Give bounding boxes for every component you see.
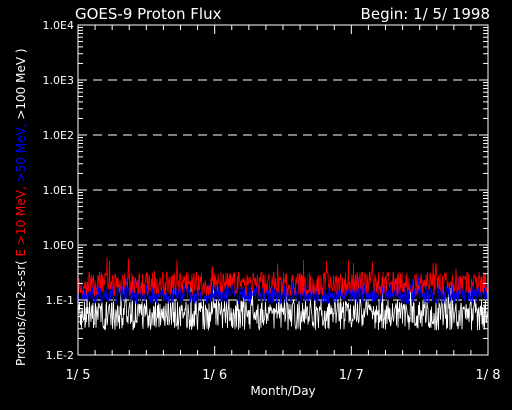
y-axis-label-prefix: Protons/cm2-s-sr( [14, 260, 28, 366]
series-line [77, 257, 489, 297]
chart-title: GOES-9 Proton Flux [75, 5, 222, 23]
y-tick-label: 1.E-1 [46, 294, 74, 307]
y-tick-label: 1.0E0 [43, 239, 74, 252]
y-axis-label-part: >100 MeV ) [14, 48, 28, 119]
y-tick-label: 1.E-2 [46, 349, 74, 362]
y-tick-label: 1.0E4 [43, 19, 74, 32]
x-axis: 1/ 5 1/ 6 1/ 7 1/ 8 [65, 25, 501, 383]
begin-date-label: Begin: 1/ 5/ 1998 [361, 5, 490, 23]
x-axis-label: Month/Day [250, 384, 315, 398]
x-tick-label: 1/ 6 [202, 368, 227, 383]
data-series [77, 257, 489, 331]
x-tick-label: 1/ 5 [65, 368, 90, 383]
x-tick-label: 1/ 7 [339, 368, 364, 383]
y-axis: 1.E-2 1.E-1 1.0E0 1.0E1 1.0E2 1.0E3 1.0E4 [43, 19, 488, 362]
y-axis-label: Protons/cm2-s-sr( E >10 MeV, >50 MeV, >1… [14, 48, 28, 366]
y-tick-label: 1.0E2 [43, 129, 74, 142]
x-tick-label: 1/ 8 [475, 368, 500, 383]
y-tick-label: 1.0E3 [43, 74, 74, 87]
series-line [77, 273, 489, 305]
y-axis-label-part: >50 MeV, [14, 120, 28, 183]
y-tick-label: 1.0E1 [43, 184, 74, 197]
series-line [77, 286, 489, 331]
y-axis-label-part: E >10 MeV, [14, 182, 28, 256]
